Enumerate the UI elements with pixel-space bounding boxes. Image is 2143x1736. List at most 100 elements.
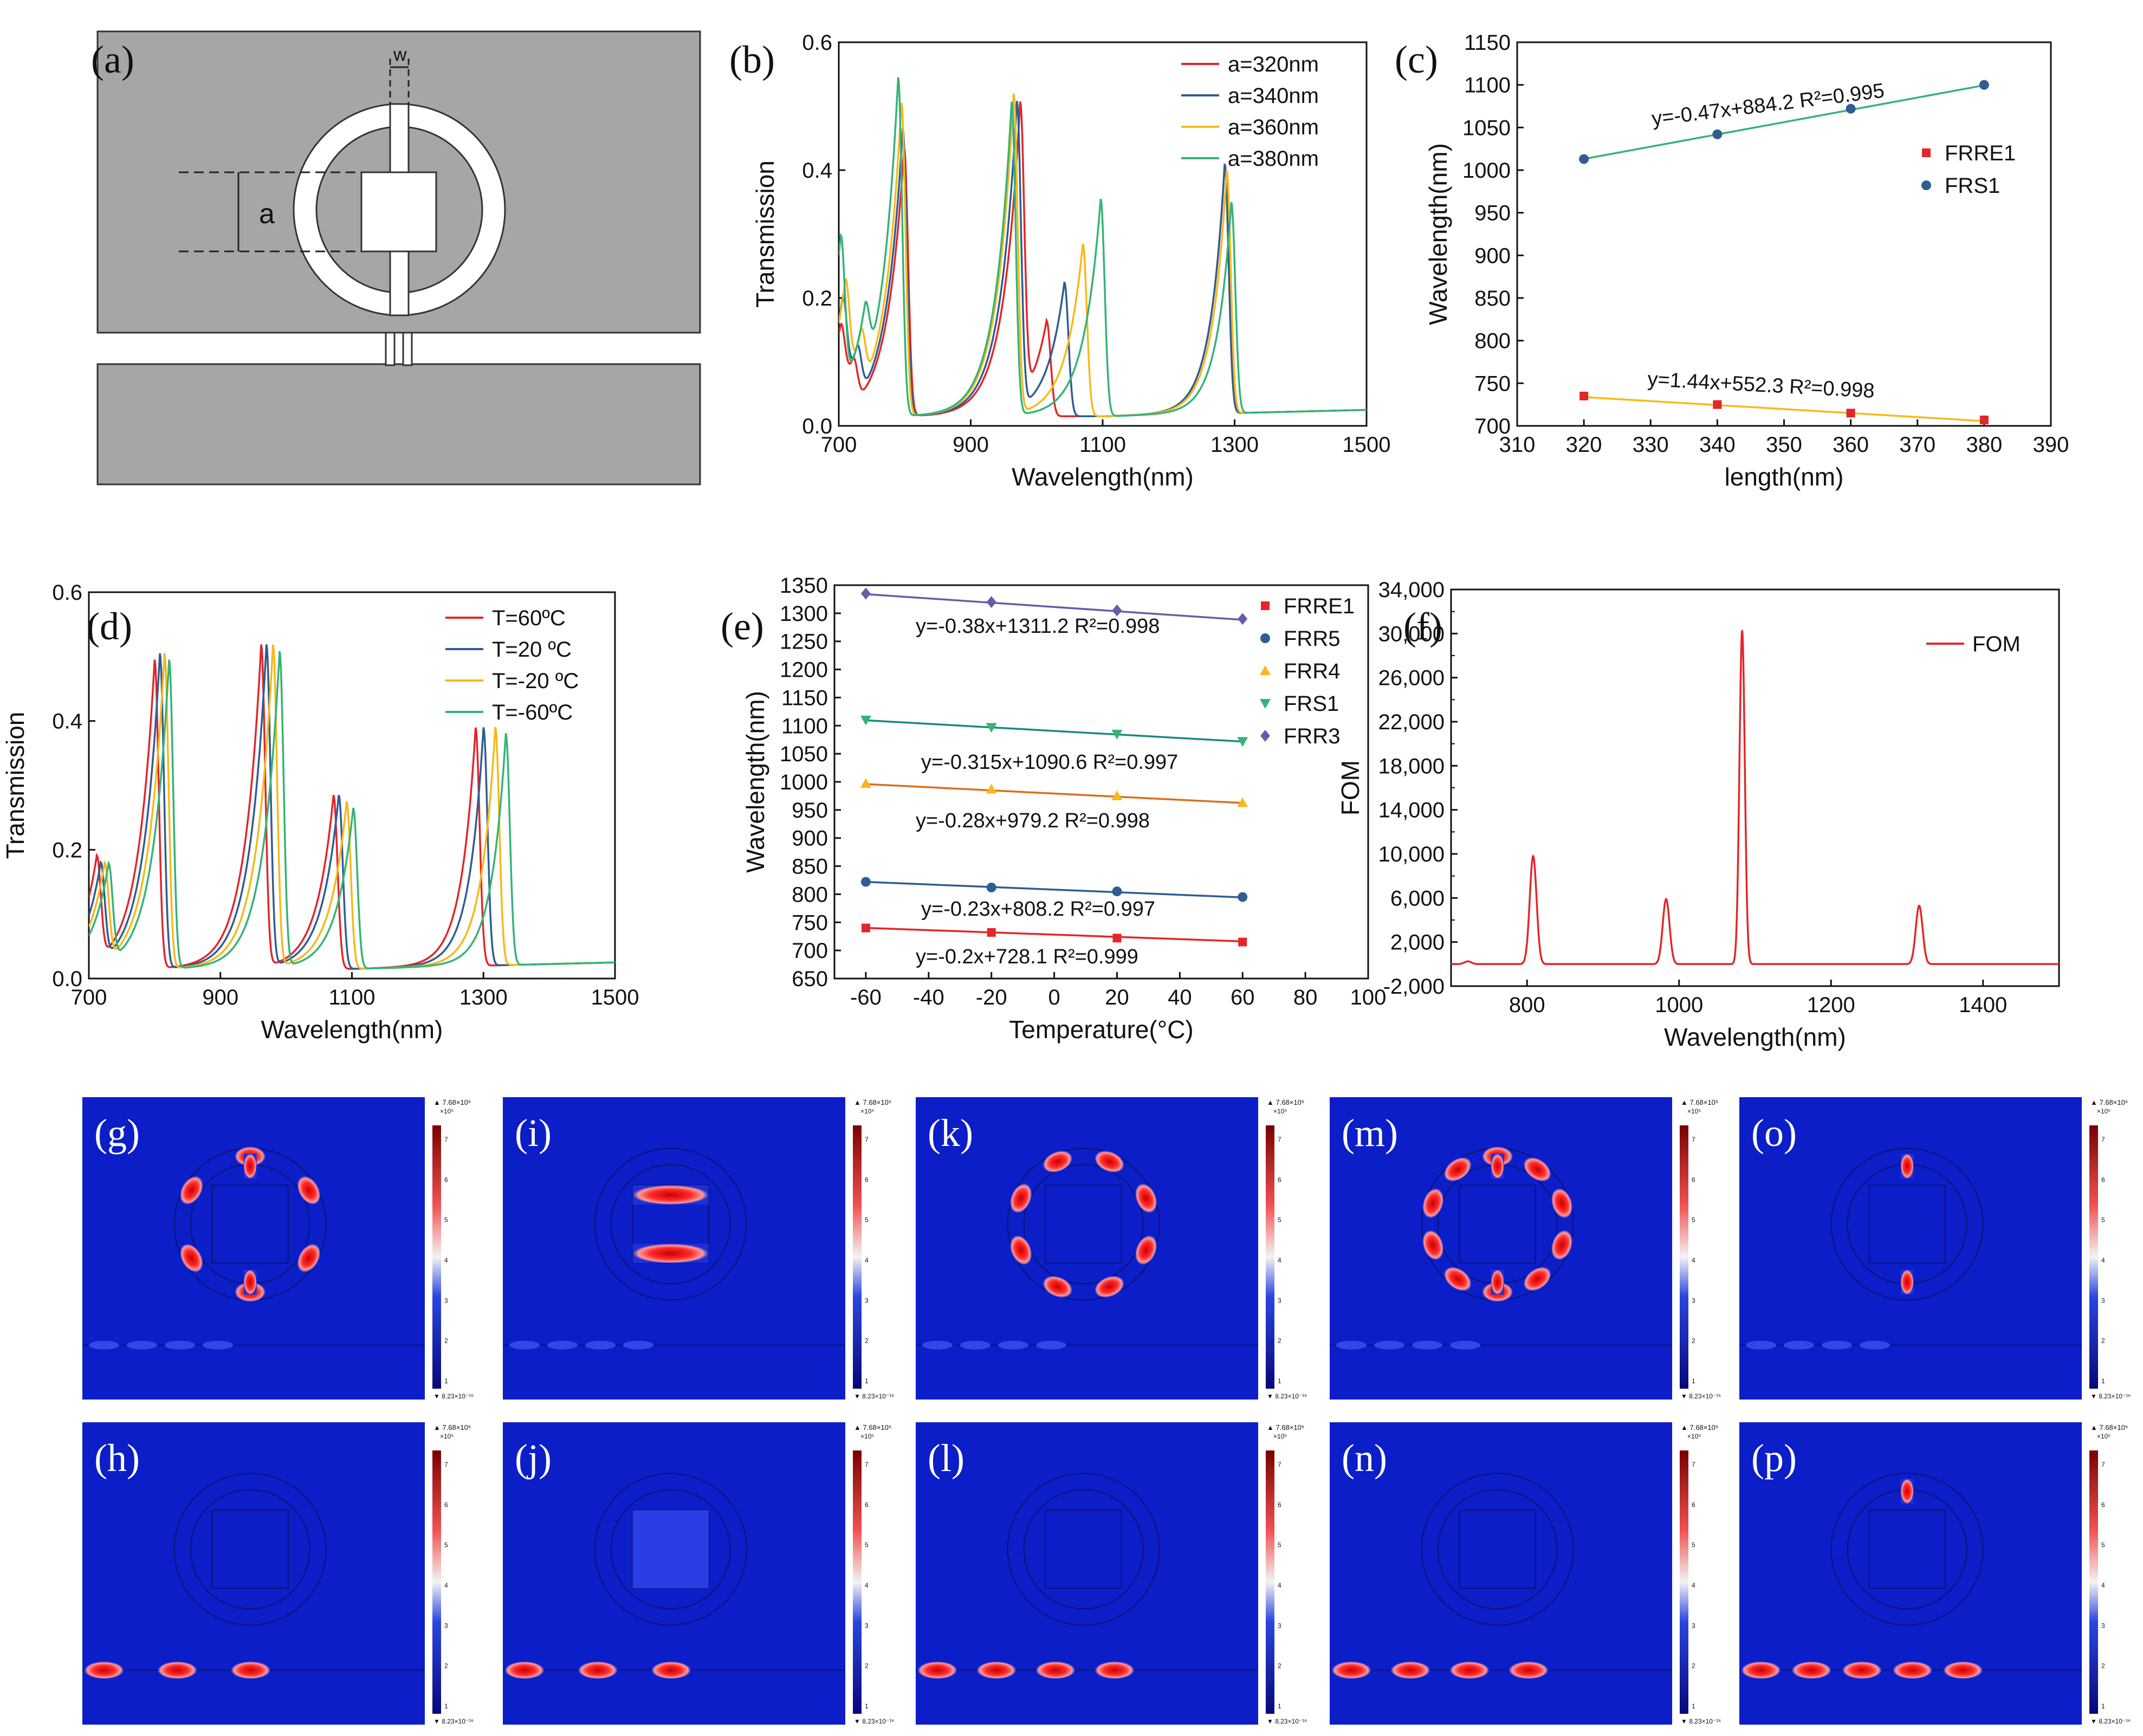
colorbar-tick: 3: [1278, 1297, 1281, 1304]
bus-field-lobe: [977, 1661, 1016, 1679]
colorbar-tick: 5: [1692, 1216, 1695, 1224]
x-tick-label: 40: [1168, 986, 1192, 1009]
panel-label-k: (k): [928, 1111, 973, 1155]
x-tick-label: 1100: [1079, 433, 1126, 457]
x-tick-label: 1500: [1343, 433, 1391, 457]
x-tick-label: 390: [2033, 433, 2069, 457]
field-map-p: ▲ 7.68×10⁵ ×10⁵ ▼ 8.23×10⁻¹⁶ 7 6 5 4 3 2 1 (p): [1739, 1422, 2131, 1725]
field-lobe: [1010, 1235, 1032, 1265]
colorbar-min: ▼ 8.23×10⁻¹⁶: [1681, 1718, 1721, 1725]
colorbar-tick: 4: [444, 1256, 448, 1264]
marker-triangle-up: [1237, 797, 1248, 807]
colorbar-unit: ×10⁵: [1687, 1107, 1701, 1115]
y-tick-label: 0.4: [52, 710, 82, 734]
y-axis-label: Wavelength(nm): [1424, 143, 1452, 325]
colorbar-tick: 3: [1692, 1622, 1695, 1629]
square-outline: [1045, 1510, 1122, 1589]
colorbar-tick: 5: [865, 1541, 869, 1549]
field-lobe: [180, 1243, 203, 1272]
x-tick-label: 1200: [1807, 993, 1855, 1017]
marker-diamond: [860, 587, 871, 600]
y-tick-label: 650: [792, 967, 828, 991]
y-tick-label: 950: [792, 799, 828, 822]
bus-field-weak: [1860, 1340, 1890, 1350]
field-square-faint: [632, 1510, 709, 1589]
square-outline: [1868, 1184, 1946, 1264]
bus-field-lobe: [85, 1661, 124, 1679]
bus-field-lobe: [918, 1661, 957, 1679]
x-tick-label: 380: [1966, 433, 2003, 457]
colorbar-tick: 6: [444, 1501, 448, 1508]
marker-triangle-up: [1111, 790, 1123, 800]
fit-equation: y=-0.23x+808.2 R²=0.997: [921, 898, 1155, 921]
x-axis-label: Wavelength(nm): [261, 1015, 443, 1044]
y-axis-label: FOM: [1336, 760, 1364, 815]
bus-field-weak: [922, 1340, 953, 1350]
y-tick-label: 1100: [1464, 74, 1511, 98]
marker-square: [987, 928, 996, 937]
colorbar-tick: 2: [865, 1337, 869, 1345]
colorbar-tick: 6: [865, 1176, 869, 1183]
colorbar-tick: 1: [1692, 1377, 1695, 1385]
x-axis-label: Wavelength(nm): [1664, 1023, 1846, 1051]
field-background: [1330, 1422, 1672, 1725]
colorbar-unit: ×10⁵: [2097, 1433, 2110, 1440]
coupling-stub-right: [402, 332, 413, 366]
colorbar-tick: 3: [865, 1622, 869, 1629]
colorbar-tick: 6: [444, 1176, 448, 1183]
legend-label: T=60ºC: [492, 606, 566, 630]
colorbar: [2089, 1450, 2098, 1714]
panel-label-i: (i): [515, 1111, 552, 1155]
colorbar-min: ▼ 8.23×10⁻¹⁶: [2090, 1392, 2131, 1400]
colorbar-tick: 6: [1692, 1501, 1695, 1508]
fit-line: [865, 927, 1243, 943]
x-tick-label: 80: [1293, 986, 1318, 1009]
marker-circle: [1712, 129, 1723, 139]
bus-field-lobe: [1095, 1661, 1134, 1679]
ring-outline: [1007, 1148, 1160, 1301]
bus-field-lobe: [1036, 1661, 1075, 1679]
marker-square: [1579, 391, 1589, 400]
x-tick-label: 60: [1231, 986, 1255, 1009]
colorbar-max: ▲ 7.68×10⁵: [1267, 1098, 1304, 1106]
x-tick-label: -60: [850, 986, 882, 1009]
bus-field-lobe: [1741, 1661, 1781, 1679]
field-square-edge: [632, 1185, 709, 1205]
fit-line: [865, 880, 1243, 898]
colorbar: [432, 1125, 441, 1389]
field-lobe: [1551, 1188, 1572, 1218]
marker-circle: [1921, 180, 1931, 190]
y-tick-label: 850: [1474, 287, 1511, 310]
bus-field-weak: [1036, 1340, 1066, 1350]
square-outline: [211, 1184, 289, 1264]
panel-label-a: (a): [91, 38, 134, 81]
panel-label-l: (l): [928, 1436, 964, 1480]
legend-label: FRS1: [1284, 692, 1339, 716]
x-tick-label: -20: [976, 986, 1007, 1009]
x-tick-label: 340: [1699, 433, 1736, 457]
x-tick-label: 350: [1766, 433, 1802, 457]
colorbar: [1266, 1125, 1274, 1389]
marker-triangle-down: [986, 723, 997, 733]
marker-circle: [986, 882, 996, 892]
bus-waveguide-slab: [96, 363, 701, 485]
ring-outline-inner: [1437, 1489, 1558, 1610]
series-line-FOM: [1451, 630, 2059, 966]
legend-label: T=-60ºC: [492, 701, 573, 724]
colorbar-tick: 2: [1692, 1662, 1695, 1670]
fit-line: [865, 783, 1243, 804]
colorbar-tick: 2: [1278, 1662, 1281, 1670]
y-tick-label: 1350: [780, 574, 828, 598]
y-tick-label: 30,000: [1378, 622, 1445, 646]
marker-square: [1238, 937, 1247, 947]
colorbar-max: ▲ 7.68×10⁵: [2090, 1098, 2128, 1106]
marker-triangle-down: [860, 715, 871, 726]
marker-circle: [1846, 103, 1856, 114]
colorbar-unit: ×10⁵: [860, 1107, 874, 1115]
panel-label-m: (m): [1342, 1111, 1398, 1155]
colorbar-unit: ×10⁵: [440, 1433, 454, 1440]
field-map-k: ▲ 7.68×10⁵×10⁵ ▼ 8.23×10⁻¹⁶ 7 6 5 4 3 2 1 (k): [916, 1097, 1307, 1400]
label-a: a: [259, 198, 275, 230]
y-axis-label: Wavelength(nm): [741, 691, 769, 873]
